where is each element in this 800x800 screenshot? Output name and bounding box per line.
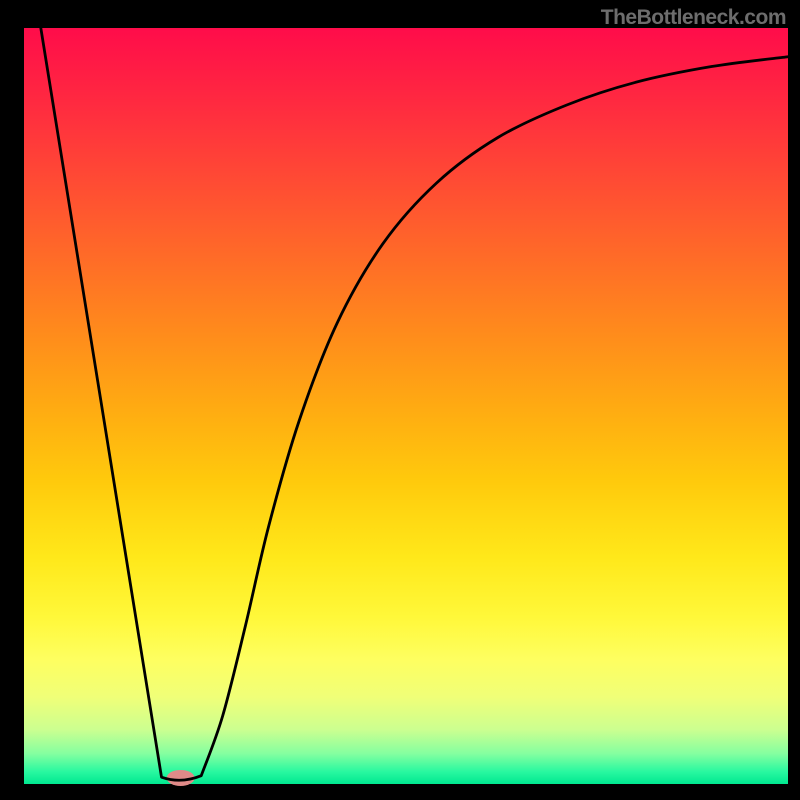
bottleneck-curve (0, 0, 800, 800)
watermark-text: TheBottleneck.com (601, 6, 786, 30)
bottleneck-chart: TheBottleneck.com (0, 0, 800, 800)
performance-curve (41, 28, 788, 780)
